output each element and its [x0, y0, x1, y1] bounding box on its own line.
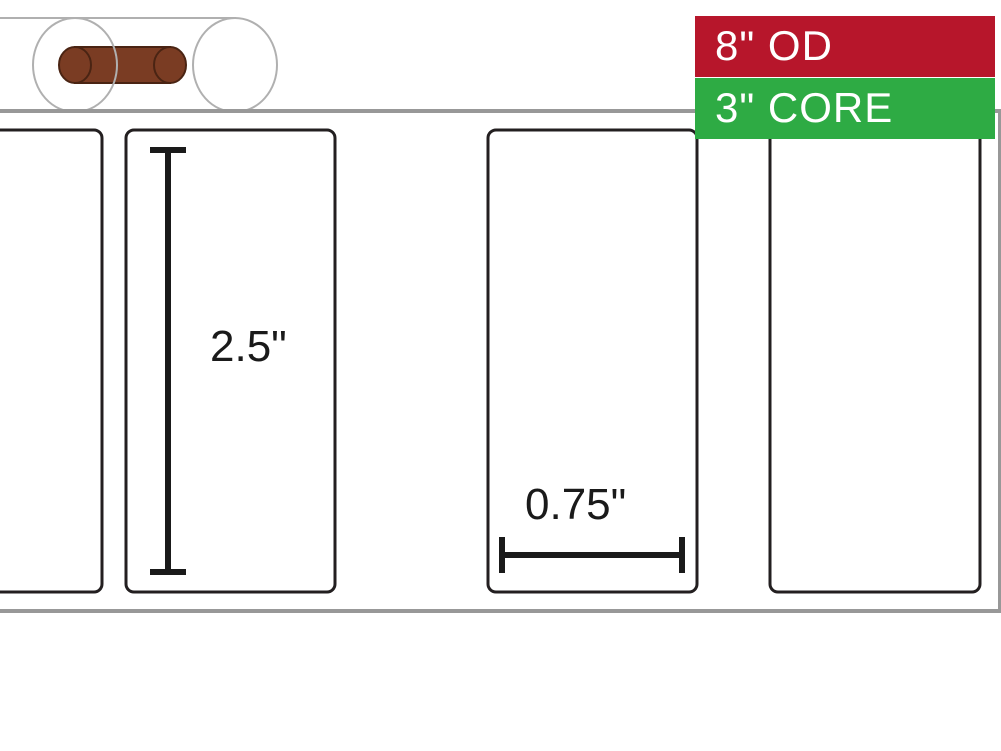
- core-badge: 3" CORE: [695, 78, 995, 139]
- label-roll-diagram: 2.5" 0.75" 8" OD 3" CORE: [0, 0, 1001, 751]
- label-rects: [0, 130, 980, 592]
- height-value: 2.5": [210, 322, 287, 372]
- label-roll: [0, 18, 277, 112]
- od-badge: 8" OD: [695, 16, 995, 77]
- width-value: 0.75": [525, 480, 626, 530]
